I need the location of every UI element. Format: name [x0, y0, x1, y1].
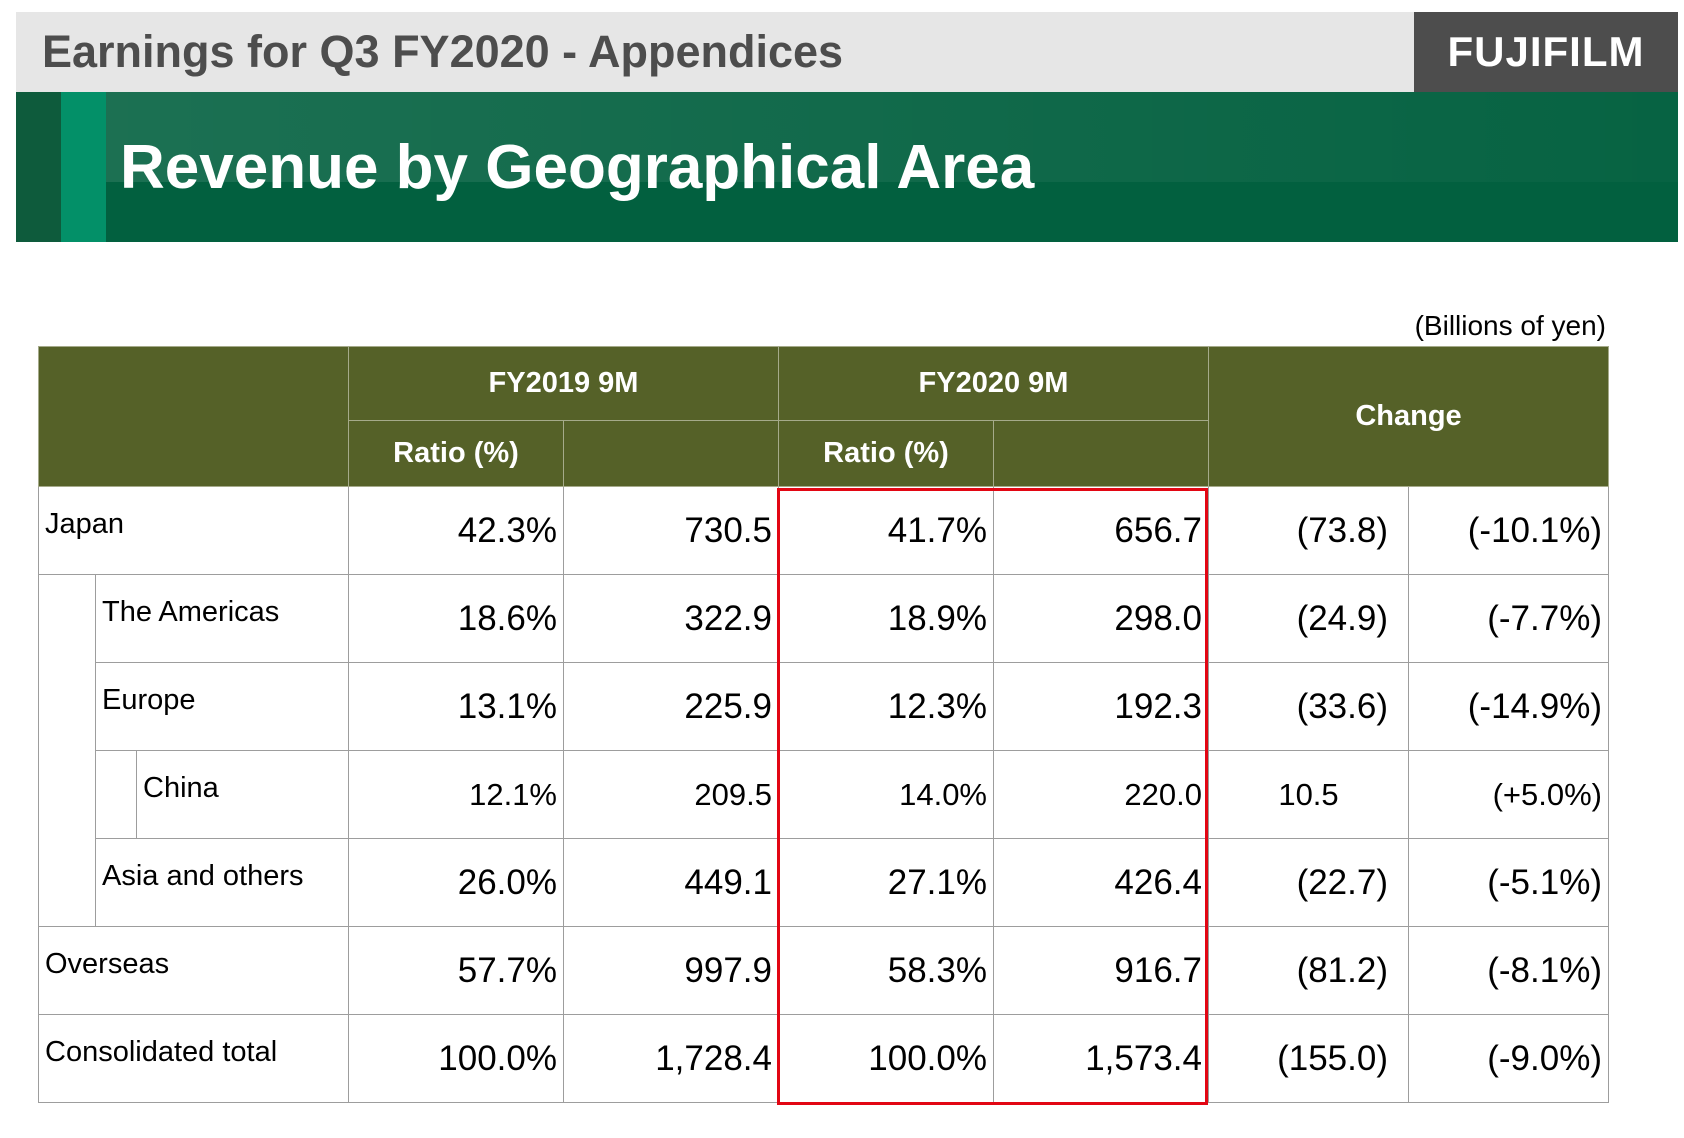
- row-label: Asia and others: [95, 838, 349, 927]
- ratio-fy2020: 58.3%: [778, 926, 994, 1015]
- ratio-fy2019: 42.3%: [348, 486, 564, 575]
- table-row-japan: Japan 42.3% 730.5 41.7% 656.7 (73.8) (-1…: [38, 486, 1609, 575]
- slide-title: Revenue by Geographical Area: [120, 133, 1035, 202]
- banner-stripe-dark: [16, 92, 61, 242]
- top-bar: Earnings for Q3 FY2020 - Appendices: [16, 12, 1414, 92]
- banner-stripe-light: [61, 92, 106, 242]
- table-row-americas: The Americas 18.6% 322.9 18.9% 298.0 (24…: [38, 574, 1609, 927]
- change-percent: (-7.7%): [1408, 574, 1609, 663]
- ratio-fy2019: 57.7%: [348, 926, 564, 1015]
- table-row-china: China 12.1% 209.5 14.0% 220.0 10.5 (+5.0…: [39, 750, 1609, 839]
- header-ratio-fy2020: Ratio (%): [778, 420, 994, 487]
- table-row-overseas: Overseas 57.7% 997.9 58.3% 916.7 (81.2) …: [38, 926, 1609, 1015]
- fujifilm-logo: FUJIFILM: [1414, 12, 1678, 92]
- change-value: 10.5: [1208, 750, 1409, 839]
- value-fy2019: 997.9: [563, 926, 779, 1015]
- change-value: (81.2): [1208, 926, 1409, 1015]
- banner-gloss: [106, 92, 1678, 182]
- revenue-table: FY2019 9M FY2020 9M Change Ratio (%) Rat…: [38, 346, 1609, 1103]
- value-fy2020: 916.7: [993, 926, 1209, 1015]
- change-percent: (-14.9%): [1408, 662, 1609, 751]
- ratio-fy2019: 12.1%: [348, 750, 564, 839]
- row-label: Europe: [95, 662, 349, 751]
- change-percent: (+5.0%): [1408, 750, 1609, 839]
- change-value: (73.8): [1208, 486, 1409, 575]
- change-percent: (-8.1%): [1408, 926, 1609, 1015]
- value-fy2020: 220.0: [993, 750, 1209, 839]
- indent-cell: [38, 574, 96, 927]
- value-fy2019: 209.5: [563, 750, 779, 839]
- header-fy2020: FY2020 9M: [778, 346, 1209, 421]
- header-change: Change: [1208, 346, 1609, 487]
- value-fy2020: 1,573.4: [993, 1014, 1209, 1103]
- value-fy2019: 449.1: [563, 838, 779, 927]
- change-percent: (-5.1%): [1408, 838, 1609, 927]
- ratio-fy2020: 12.3%: [778, 662, 994, 751]
- ratio-fy2019: 100.0%: [348, 1014, 564, 1103]
- change-value: (22.7): [1208, 838, 1409, 927]
- change-percent: (-10.1%): [1408, 486, 1609, 575]
- header-fy2019: FY2019 9M: [348, 346, 779, 421]
- change-value: (33.6): [1208, 662, 1409, 751]
- value-fy2019: 225.9: [563, 662, 779, 751]
- header-corner: [38, 346, 349, 487]
- value-fy2019: 1,728.4: [563, 1014, 779, 1103]
- header-ratio-fy2019: Ratio (%): [348, 420, 564, 487]
- header-value-fy2019: [563, 420, 779, 487]
- logo-text: FUJIFILM: [1447, 28, 1645, 75]
- table-row-asia: Asia and others 26.0% 449.1 27.1% 426.4 …: [39, 838, 1609, 927]
- ratio-fy2020: 100.0%: [778, 1014, 994, 1103]
- value-fy2020: 426.4: [993, 838, 1209, 927]
- ratio-fy2020: 18.9%: [778, 574, 994, 663]
- slide-subtitle: Earnings for Q3 FY2020 - Appendices: [42, 26, 844, 77]
- value-fy2020: 192.3: [993, 662, 1209, 751]
- change-value: (155.0): [1208, 1014, 1409, 1103]
- indent-cell: [95, 750, 137, 839]
- row-label: China: [136, 750, 349, 839]
- value-fy2019: 730.5: [563, 486, 779, 575]
- row-label: Consolidated total: [38, 1014, 349, 1103]
- table-row-total: Consolidated total 100.0% 1,728.4 100.0%…: [38, 1014, 1609, 1103]
- row-label: Overseas: [38, 926, 349, 1015]
- ratio-fy2020: 27.1%: [778, 838, 994, 927]
- header-value-fy2020: [993, 420, 1209, 487]
- ratio-fy2020: 41.7%: [778, 486, 994, 575]
- change-value: (24.9): [1208, 574, 1409, 663]
- value-fy2020: 298.0: [993, 574, 1209, 663]
- value-fy2020: 656.7: [993, 486, 1209, 575]
- unit-note: (Billions of yen): [1414, 310, 1606, 341]
- ratio-fy2019: 26.0%: [348, 838, 564, 927]
- change-percent: (-9.0%): [1408, 1014, 1609, 1103]
- ratio-fy2019: 13.1%: [348, 662, 564, 751]
- row-label: Japan: [38, 486, 349, 575]
- ratio-fy2020: 14.0%: [778, 750, 994, 839]
- ratio-fy2019: 18.6%: [348, 574, 564, 663]
- row-label: The Americas: [95, 574, 349, 663]
- value-fy2019: 322.9: [563, 574, 779, 663]
- table-row-europe: Europe 13.1% 225.9 12.3% 192.3 (33.6) (-…: [39, 662, 1609, 751]
- title-banner: Revenue by Geographical Area: [16, 92, 1678, 242]
